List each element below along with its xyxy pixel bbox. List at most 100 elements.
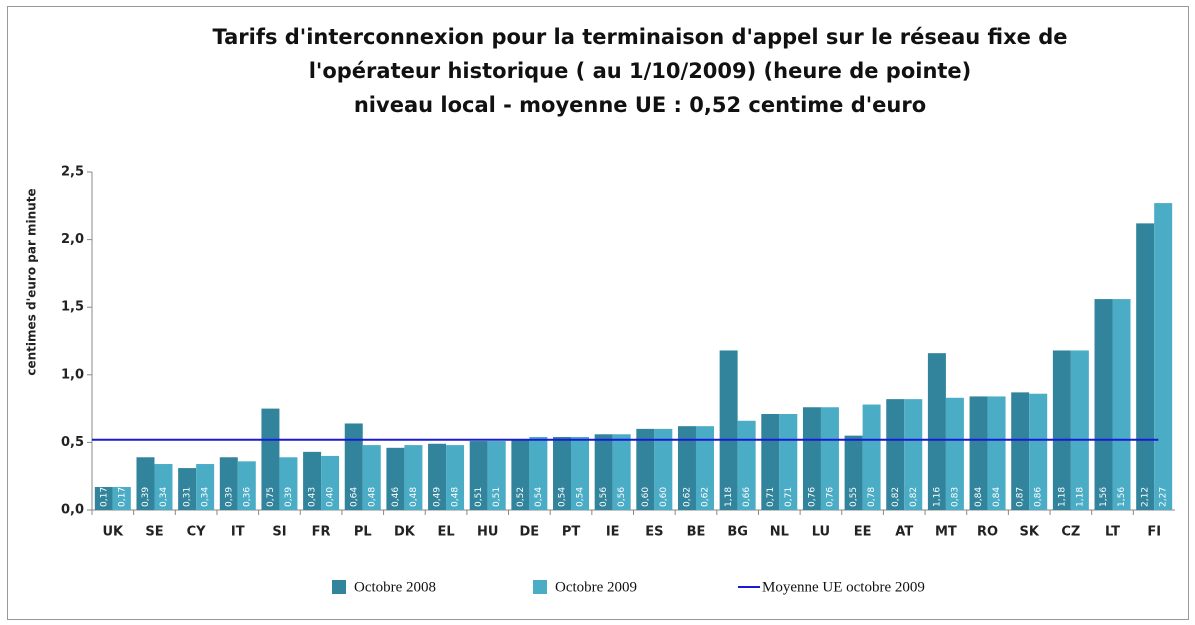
value-label: 0,51 — [492, 487, 502, 507]
chart-title: l'opérateur historique ( au 1/10/2009) (… — [309, 59, 972, 83]
value-label: 0,83 — [950, 487, 960, 507]
value-label: 0,71 — [766, 487, 776, 507]
bar — [594, 434, 613, 510]
value-label: 1,56 — [1117, 487, 1127, 507]
x-tick-label: PL — [354, 525, 372, 540]
x-tick-label: EE — [854, 525, 872, 540]
x-tick-label: MT — [935, 525, 957, 540]
value-label: 0,46 — [391, 487, 401, 507]
bar — [1070, 350, 1089, 510]
value-label: 0,34 — [201, 487, 211, 507]
x-tick-label: FR — [312, 525, 331, 540]
y-tick-label: 0,5 — [61, 435, 84, 450]
chart-title: Tarifs d'interconnexion pour la terminai… — [212, 25, 1067, 49]
bar — [737, 420, 756, 510]
x-tick-label: DK — [394, 525, 416, 540]
value-label: 0,17 — [117, 487, 127, 507]
x-tick-label: SK — [1019, 525, 1039, 540]
value-label: 0,56 — [599, 487, 609, 507]
bar — [219, 457, 238, 510]
value-label: 0,75 — [266, 487, 276, 507]
bar — [529, 436, 548, 510]
value-label: 0,39 — [224, 487, 234, 507]
value-label: 0,82 — [909, 487, 919, 507]
bar — [802, 407, 821, 510]
chart-frame — [7, 6, 1189, 620]
bar — [94, 487, 113, 510]
value-label: 0,55 — [849, 487, 859, 507]
value-label: 0,66 — [742, 487, 752, 507]
value-label: 0,76 — [807, 487, 817, 507]
value-label: 0,43 — [308, 487, 318, 507]
value-label: 0,60 — [659, 487, 669, 507]
bar — [553, 436, 572, 510]
value-label: 0,54 — [576, 487, 586, 507]
value-label: 0,48 — [451, 487, 461, 507]
value-label: 0,56 — [617, 487, 627, 507]
x-tick-label: SE — [145, 525, 163, 540]
bar — [321, 455, 340, 510]
value-label: 0,54 — [534, 487, 544, 507]
bar — [362, 445, 381, 510]
value-label: 0,48 — [367, 487, 377, 507]
x-tick-label: SI — [272, 525, 286, 540]
value-label: 0,87 — [1016, 487, 1026, 507]
bar — [1052, 350, 1071, 510]
bar — [695, 426, 714, 510]
y-tick-label: 1,5 — [61, 300, 84, 315]
value-label: 0,76 — [825, 487, 835, 507]
value-label: 0,78 — [867, 487, 877, 507]
bar — [927, 353, 946, 510]
legend-swatch — [332, 580, 346, 594]
value-label: 0,52 — [516, 487, 526, 507]
value-label: 0,62 — [700, 487, 710, 507]
bar — [1154, 203, 1173, 510]
bar — [612, 434, 631, 510]
value-label: 0,17 — [99, 487, 109, 507]
bar — [261, 408, 280, 510]
bar — [844, 435, 863, 510]
bar — [136, 457, 155, 510]
value-label: 0,62 — [682, 487, 692, 507]
bar — [969, 396, 988, 510]
bar — [112, 487, 131, 510]
bar — [446, 445, 465, 510]
x-tick-label: AT — [895, 525, 913, 540]
value-label: 0,64 — [349, 487, 359, 507]
x-tick-label: CZ — [1061, 525, 1080, 540]
bar — [886, 399, 905, 510]
legend-swatch — [533, 580, 547, 594]
x-tick-label: DE — [520, 525, 540, 540]
bar — [386, 447, 405, 510]
value-label: 0,49 — [433, 487, 443, 507]
value-label: 0,86 — [1034, 487, 1044, 507]
bar — [196, 464, 215, 510]
bar — [820, 407, 839, 510]
bar — [1094, 299, 1113, 510]
bar — [761, 414, 780, 510]
bar — [779, 414, 798, 510]
legend-label: Moyenne UE octobre 2009 — [762, 579, 925, 595]
x-tick-label: FI — [1147, 525, 1161, 540]
value-label: 2,12 — [1141, 487, 1151, 507]
value-label: 0,34 — [159, 487, 169, 507]
bar — [1011, 392, 1030, 510]
bar — [677, 426, 696, 510]
bar — [303, 451, 322, 510]
value-label: 0,51 — [474, 487, 484, 507]
x-tick-label: BG — [727, 525, 748, 540]
value-label: 0,60 — [641, 487, 651, 507]
value-label: 0,39 — [284, 487, 294, 507]
bar — [719, 350, 738, 510]
bar — [178, 468, 197, 510]
bar — [428, 443, 447, 510]
bar — [237, 461, 256, 510]
value-label: 2,27 — [1159, 487, 1169, 507]
bar — [404, 445, 423, 510]
value-label: 0,40 — [326, 487, 336, 507]
value-label: 0,82 — [891, 487, 901, 507]
legend-label: Octobre 2009 — [555, 579, 637, 595]
value-label: 1,16 — [932, 487, 942, 507]
legend-label: Octobre 2008 — [354, 579, 436, 595]
